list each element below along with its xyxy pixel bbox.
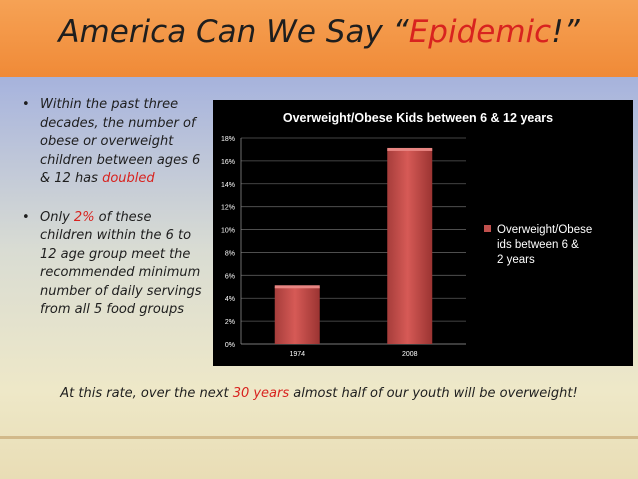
bar-1974 — [274, 286, 320, 344]
title-highlight: Epidemic — [408, 14, 552, 50]
y-tick-label: 10% — [221, 228, 235, 235]
y-tick-label: 0% — [225, 342, 235, 349]
bar-top — [274, 285, 320, 289]
bar-top — [387, 147, 433, 151]
footer-text: At this rate, over the next — [60, 386, 233, 401]
footer-text-after: almost half of our youth will be overwei… — [289, 386, 578, 401]
bullet-1-text: Within the past three decades, the numbe… — [40, 97, 201, 186]
bullet-item-1: • Within the past three decades, the num… — [22, 96, 207, 189]
bullet-1-highlight: doubled — [102, 171, 155, 186]
bullet-2-text: Only — [40, 209, 74, 225]
y-tick-label: 18% — [221, 136, 235, 143]
title-part-3: !” — [551, 14, 580, 50]
title-part-1: America Can We Say “ — [58, 14, 409, 50]
bar-2008 — [387, 149, 433, 344]
footer-note: At this rate, over the next 30 years alm… — [0, 386, 638, 401]
legend-swatch — [484, 225, 491, 232]
slide-title: America Can We Say “Epidemic!” — [0, 14, 638, 50]
chart-title: Overweight/Obese Kids between 6 & 12 yea… — [283, 111, 553, 125]
y-tick-label: 2% — [225, 319, 235, 326]
y-tick-label: 8% — [225, 250, 235, 257]
x-tick-label: 1974 — [289, 351, 305, 358]
bullet-2-highlight: 2% — [73, 209, 95, 225]
legend-label: Overweight/Obese ids between 6 & 2 years — [497, 224, 595, 266]
y-tick-label: 6% — [225, 273, 235, 280]
bar-chart: Overweight/Obese Kids between 6 & 12 yea… — [221, 111, 595, 358]
bullet-dot: • — [22, 209, 30, 225]
bullet-item-2: • Only 2% of these children within the 6… — [22, 209, 207, 320]
chart-container: Overweight/Obese Kids between 6 & 12 yea… — [213, 100, 633, 366]
bullet-dot: • — [22, 97, 30, 112]
bullet-2-text-after: of these children within the 6 to 12 age… — [40, 209, 202, 318]
x-tick-label: 2008 — [402, 351, 418, 358]
title-bar — [0, 0, 638, 77]
y-tick-label: 14% — [221, 182, 235, 189]
y-tick-label: 12% — [221, 205, 235, 212]
y-tick-label: 4% — [225, 296, 235, 303]
bullet-list: • Within the past three decades, the num… — [22, 96, 207, 320]
footer-highlight: 30 years — [232, 386, 290, 401]
bottom-divider — [0, 436, 638, 439]
y-tick-label: 16% — [221, 159, 235, 166]
